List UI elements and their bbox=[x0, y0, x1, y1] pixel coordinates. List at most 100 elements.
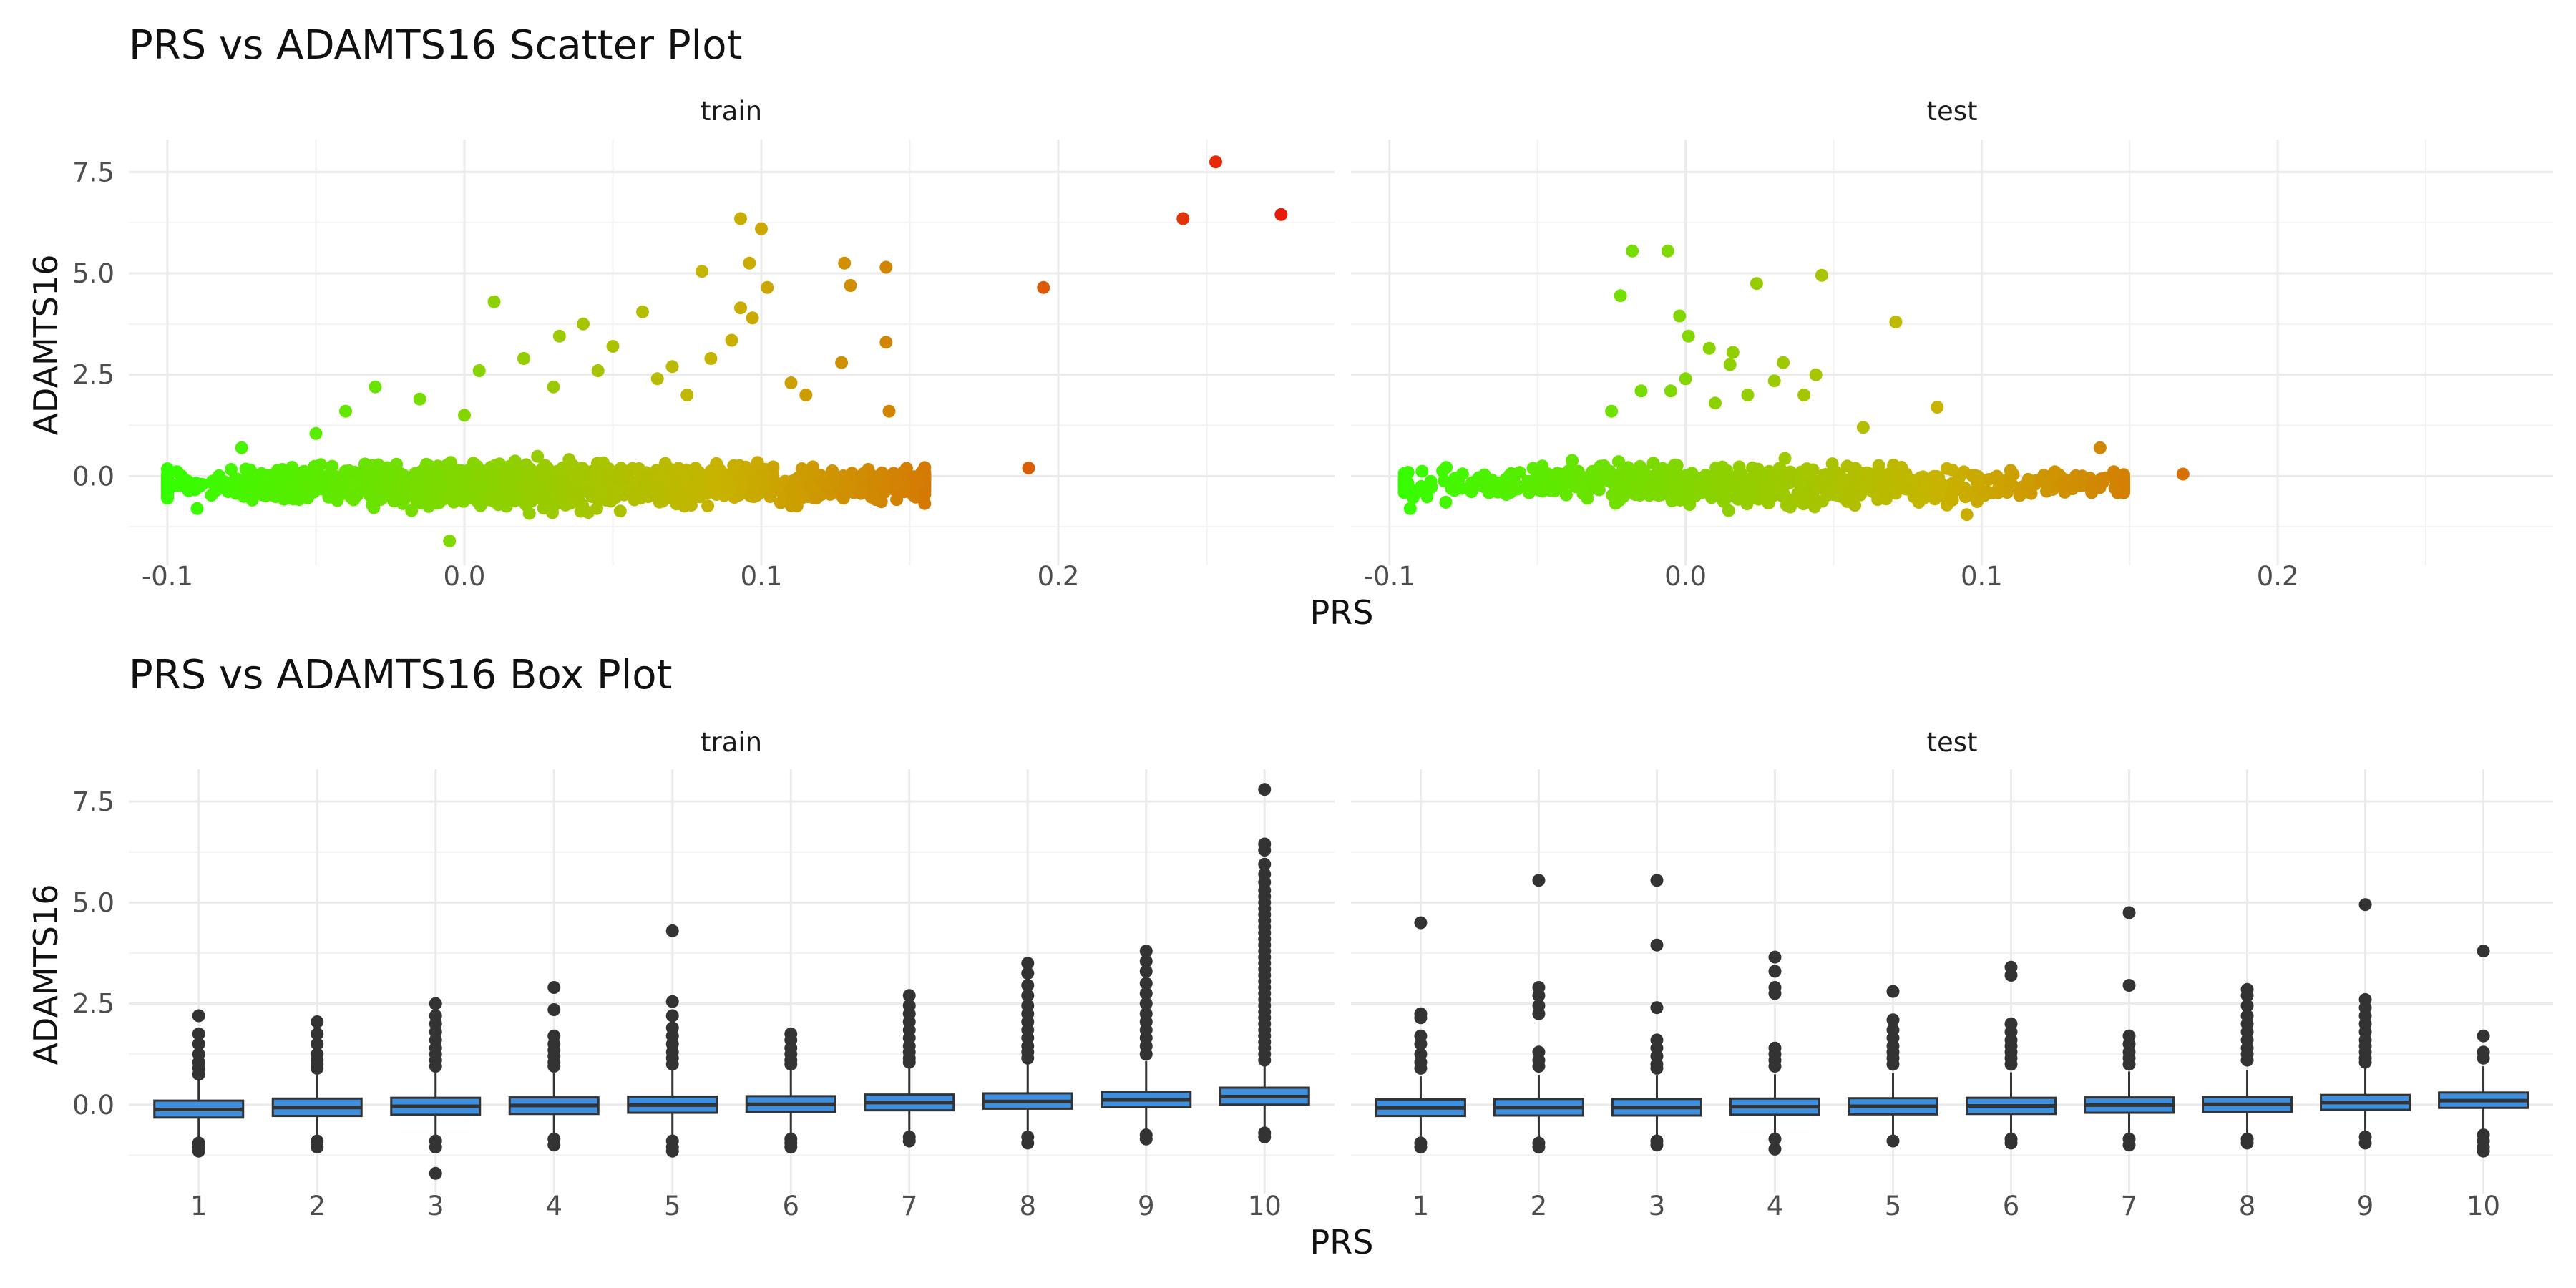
box-outlier bbox=[192, 1068, 205, 1081]
scatter-point bbox=[2093, 441, 2107, 454]
scatter-point bbox=[591, 364, 605, 377]
scatter-point bbox=[413, 392, 426, 406]
box-outlier bbox=[2004, 969, 2018, 982]
scatter-point bbox=[474, 469, 487, 483]
scatter-point bbox=[1566, 454, 1579, 467]
box-outlier bbox=[665, 1058, 679, 1071]
scatter-point bbox=[458, 409, 471, 422]
box-outlier bbox=[1650, 874, 1664, 887]
scatter-point bbox=[388, 491, 401, 504]
scatter-point bbox=[2076, 479, 2089, 492]
box-outlier bbox=[1414, 1061, 1428, 1075]
scatter-point bbox=[710, 479, 723, 493]
scatter-point bbox=[1209, 155, 1222, 169]
scatter-point bbox=[734, 212, 747, 225]
scatter-point bbox=[1538, 477, 1552, 491]
scatter-point bbox=[499, 492, 513, 505]
x-tick-label: 6 bbox=[2003, 1191, 2020, 1221]
box-outlier bbox=[547, 1060, 561, 1073]
x-tick-label: 4 bbox=[545, 1191, 562, 1221]
box-outlier bbox=[547, 1003, 561, 1016]
scatter-point bbox=[1581, 492, 1594, 505]
scatter-point bbox=[1559, 488, 1573, 502]
box-outlier bbox=[2122, 1138, 2136, 1152]
scatter-point bbox=[2001, 486, 2014, 499]
scatter-point bbox=[704, 352, 718, 365]
box-outlier bbox=[2122, 906, 2136, 919]
scatter-point bbox=[487, 295, 501, 308]
scatter-point bbox=[417, 477, 431, 490]
scatter-point bbox=[882, 404, 896, 418]
scatter-point bbox=[1762, 497, 1775, 510]
box-outlier bbox=[2004, 1136, 2018, 1150]
box-outlier bbox=[429, 1166, 442, 1180]
x-tick-label: 3 bbox=[1649, 1191, 1666, 1221]
y-tick-label: 7.5 bbox=[72, 157, 114, 187]
scatter-point bbox=[1634, 384, 1648, 398]
scatter-point bbox=[225, 463, 238, 476]
scatter-point bbox=[2097, 475, 2110, 489]
box-outlier bbox=[1532, 989, 1546, 1002]
scatter-point bbox=[1889, 316, 1903, 328]
scatter-point bbox=[1631, 478, 1645, 492]
scatter-point bbox=[347, 478, 361, 492]
scatter-point bbox=[854, 487, 867, 500]
scatter-point bbox=[891, 477, 904, 491]
scatter-point bbox=[1856, 421, 1870, 434]
scatter-point bbox=[427, 463, 441, 476]
scatter-x-ticks: -0.1 0.0 0.1 0.2 -0.1 0.0 0.1 0.2 bbox=[142, 561, 2299, 592]
scatter-point bbox=[628, 489, 642, 502]
x-tick-label: 3 bbox=[427, 1191, 444, 1221]
scatter-test-strip-label: test bbox=[1926, 96, 1977, 127]
scatter-point bbox=[1762, 475, 1775, 489]
scatter-point bbox=[2107, 465, 2121, 479]
scatter-point bbox=[653, 495, 666, 509]
scatter-point bbox=[1614, 289, 1627, 303]
scatter-point bbox=[1951, 474, 1964, 487]
scatter-point bbox=[1861, 466, 1874, 479]
box-outlier bbox=[1021, 967, 1035, 980]
x-tick-label: 1 bbox=[1413, 1191, 1430, 1221]
scatter-train-grid bbox=[129, 140, 1335, 565]
scatter-point bbox=[440, 460, 454, 474]
scatter-point bbox=[838, 256, 852, 270]
scatter-point bbox=[1397, 475, 1411, 489]
scatter-point bbox=[190, 478, 204, 492]
scatter-test-points bbox=[1397, 244, 2190, 522]
box-outlier bbox=[784, 1058, 798, 1071]
scatter-point bbox=[746, 311, 759, 325]
scatter-point bbox=[1797, 491, 1810, 504]
box-chart: PRS vs ADAMTS16 Box Plot train test 0.0 2… bbox=[26, 652, 2553, 1262]
scatter-point bbox=[835, 356, 849, 369]
scatter-point bbox=[368, 474, 381, 487]
scatter-point bbox=[348, 465, 361, 479]
scatter-point bbox=[879, 336, 893, 349]
scatter-point bbox=[678, 499, 691, 513]
box-outlier bbox=[1650, 1061, 1664, 1075]
scatter-point bbox=[1721, 482, 1735, 495]
scatter-point bbox=[836, 492, 850, 505]
box-outlier bbox=[1532, 874, 1546, 887]
box-outlier bbox=[665, 995, 679, 1008]
scatter-point bbox=[1506, 469, 1520, 482]
scatter-point bbox=[250, 474, 264, 487]
scatter-point bbox=[810, 491, 824, 504]
box-outlier bbox=[665, 1009, 679, 1023]
scatter-point bbox=[235, 441, 248, 454]
scatter-point bbox=[1637, 464, 1651, 477]
scatter-chart-title: PRS vs ADAMTS16 Scatter Plot bbox=[129, 22, 742, 69]
x-tick-label: 10 bbox=[2467, 1191, 2500, 1221]
scatter-point bbox=[470, 479, 484, 493]
scatter-point bbox=[595, 486, 608, 499]
box-outlier bbox=[665, 924, 679, 937]
scatter-point bbox=[1838, 472, 1851, 486]
scatter-point bbox=[1832, 486, 1845, 499]
box-outlier bbox=[192, 1144, 205, 1158]
scatter-point bbox=[1931, 401, 1944, 414]
box-outlier bbox=[311, 1141, 324, 1154]
scatter-point bbox=[390, 457, 404, 471]
box-outlier bbox=[2477, 1051, 2490, 1065]
box-outlier bbox=[1139, 977, 1153, 990]
x-tick-label: 8 bbox=[1019, 1191, 1036, 1221]
